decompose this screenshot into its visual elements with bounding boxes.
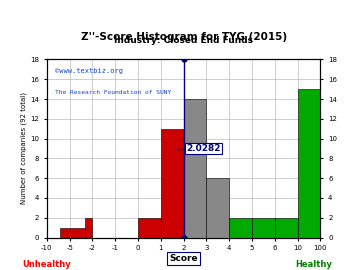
Bar	[161, 129, 184, 238]
Bar	[85, 218, 93, 238]
Bar	[252, 218, 275, 238]
Bar	[184, 99, 206, 238]
Bar	[275, 218, 298, 238]
X-axis label: Score: Score	[169, 254, 198, 263]
Y-axis label: Number of companies (92 total): Number of companies (92 total)	[21, 93, 27, 204]
Text: 2.0282: 2.0282	[186, 144, 221, 153]
Title: Z''-Score Histogram for TYG (2015): Z''-Score Histogram for TYG (2015)	[81, 32, 287, 42]
Bar	[298, 89, 320, 238]
Bar	[138, 218, 161, 238]
Bar	[60, 228, 85, 238]
Text: Healthy: Healthy	[295, 260, 332, 269]
Bar	[229, 218, 252, 238]
Text: Industry: Closed End Funds: Industry: Closed End Funds	[114, 36, 253, 45]
Bar	[206, 178, 229, 238]
Text: Unhealthy: Unhealthy	[22, 260, 71, 269]
Text: ©www.textbiz.org: ©www.textbiz.org	[55, 68, 123, 74]
Text: The Research Foundation of SUNY: The Research Foundation of SUNY	[55, 90, 171, 95]
